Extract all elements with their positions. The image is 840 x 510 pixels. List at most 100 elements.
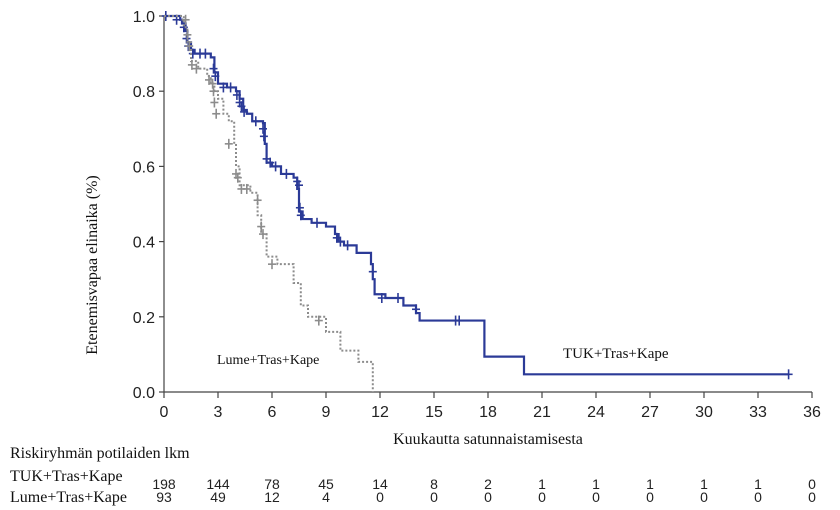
censor-mark — [201, 48, 210, 59]
x-tick-label: 9 — [322, 404, 331, 421]
risk-row-label-lume: Lume+Tras+Kape — [10, 489, 127, 506]
censor-mark — [219, 82, 228, 93]
censor-mark — [295, 180, 303, 191]
censor-mark — [394, 293, 402, 303]
risk-count: 1 — [592, 476, 600, 492]
risk-table-title: Riskiryhmän potilaiden lkm — [10, 445, 190, 462]
curve-lume — [164, 15, 374, 392]
y-tick-label: 1.0 — [133, 9, 155, 26]
risk-count: 93 — [156, 489, 172, 505]
y-ticks: 0.0 0.2 0.4 0.6 0.8 1.0 — [133, 9, 164, 402]
risk-row-label-tuk: TUK+Tras+Kape — [10, 468, 123, 485]
censor-mark — [259, 229, 267, 240]
censor-mark — [253, 195, 262, 206]
x-tick-label: 27 — [641, 404, 659, 421]
censor-mark — [313, 217, 321, 228]
censor-mark — [181, 14, 190, 25]
censor-mark — [185, 41, 194, 52]
censor-mark — [242, 183, 251, 194]
censor-mark — [192, 63, 201, 74]
risk-count: 2 — [484, 476, 492, 492]
censor-mark — [368, 266, 377, 277]
censor-mark — [314, 315, 323, 326]
risk-count: 8 — [430, 476, 438, 492]
censor-mark — [233, 172, 242, 183]
censor-mark — [259, 131, 268, 142]
censor-mark — [212, 108, 221, 119]
censor-mark — [232, 89, 241, 100]
annotation-lume: Lume+Tras+Kape — [217, 353, 319, 368]
risk-count: 0 — [646, 489, 654, 505]
censor-mark — [412, 304, 420, 315]
survival-curves — [161, 11, 793, 392]
y-tick-label: 0.2 — [133, 310, 155, 327]
risk-count: 45 — [318, 476, 334, 492]
annotation-tuk: TUK+Tras+Kape — [563, 346, 669, 362]
risk-count: 0 — [376, 489, 384, 505]
risk-count: 1 — [754, 476, 762, 492]
censor-mark — [209, 63, 218, 74]
x-tick-label: 18 — [479, 404, 497, 421]
x-tick-label: 21 — [533, 404, 551, 421]
risk-count: 198 — [152, 476, 176, 492]
x-tick-label: 3 — [214, 404, 223, 421]
x-tick-label: 15 — [425, 404, 443, 421]
censor-mark — [336, 236, 345, 247]
risk-count: 49 — [210, 489, 226, 505]
censor-mark — [237, 101, 246, 112]
y-tick-label: 0.4 — [133, 235, 155, 252]
y-tick-label: 0.6 — [133, 159, 155, 176]
censor-mark — [209, 86, 218, 97]
censor-mark — [208, 78, 217, 89]
x-tick-label: 33 — [749, 404, 767, 421]
x-tick-label: 6 — [268, 404, 277, 421]
risk-count: 0 — [538, 489, 546, 505]
risk-count: 0 — [484, 489, 492, 505]
risk-count: 0 — [808, 489, 816, 505]
x-tick-label: 36 — [803, 404, 821, 421]
censor-mark — [259, 123, 267, 134]
risk-count: 0 — [808, 476, 816, 492]
curve-tuk — [164, 14, 789, 376]
risk-table: 198 144 78 45 14 8 2 1 1 1 1 1 093 49 12 4 0 0 0 0 0 0 0 0 0 — [152, 476, 816, 505]
x-axis-label: Kuukautta satunnaistamisesta — [393, 431, 583, 448]
y-tick-label: 0.0 — [133, 385, 155, 402]
censor-mark — [211, 71, 220, 82]
risk-count: 1 — [646, 476, 654, 492]
censor-mark — [257, 221, 266, 232]
censor-mark — [455, 315, 464, 326]
axes — [163, 16, 812, 393]
x-tick-label: 30 — [695, 404, 713, 421]
risk-count: 0 — [754, 489, 762, 505]
censor-mark — [251, 116, 260, 127]
censor-mark — [224, 138, 233, 149]
x-tick-label: 12 — [371, 404, 389, 421]
censor-mark — [271, 161, 280, 172]
censor-mark — [268, 259, 276, 270]
censor-mark — [226, 82, 235, 93]
censor-mark — [266, 157, 275, 168]
y-tick-label: 0.8 — [133, 84, 155, 101]
risk-count: 0 — [700, 489, 708, 505]
risk-count: 4 — [322, 489, 330, 505]
censor-mark — [784, 369, 793, 380]
risk-count: 0 — [430, 489, 438, 505]
risk-count: 1 — [538, 476, 546, 492]
risk-count: 1 — [700, 476, 708, 492]
censor-mark — [295, 202, 304, 213]
censor-mark — [296, 210, 305, 221]
x-tick-label: 0 — [160, 404, 169, 421]
risk-count: 12 — [264, 489, 280, 505]
censor-mark — [183, 29, 192, 40]
risk-count: 0 — [592, 489, 600, 505]
risk-count: 144 — [206, 476, 230, 492]
censor-mark — [282, 168, 291, 179]
censor-mark — [377, 293, 386, 303]
censor-mark — [187, 59, 196, 70]
y-axis-label: Etenemisvapaa elinaika (%) — [84, 175, 101, 354]
censor-mark — [343, 240, 352, 251]
censor-mark — [240, 106, 249, 117]
risk-count: 14 — [372, 476, 388, 492]
x-ticks: 0 3 6 9 12 15 18 21 24 27 30 33 36 — [160, 392, 821, 421]
